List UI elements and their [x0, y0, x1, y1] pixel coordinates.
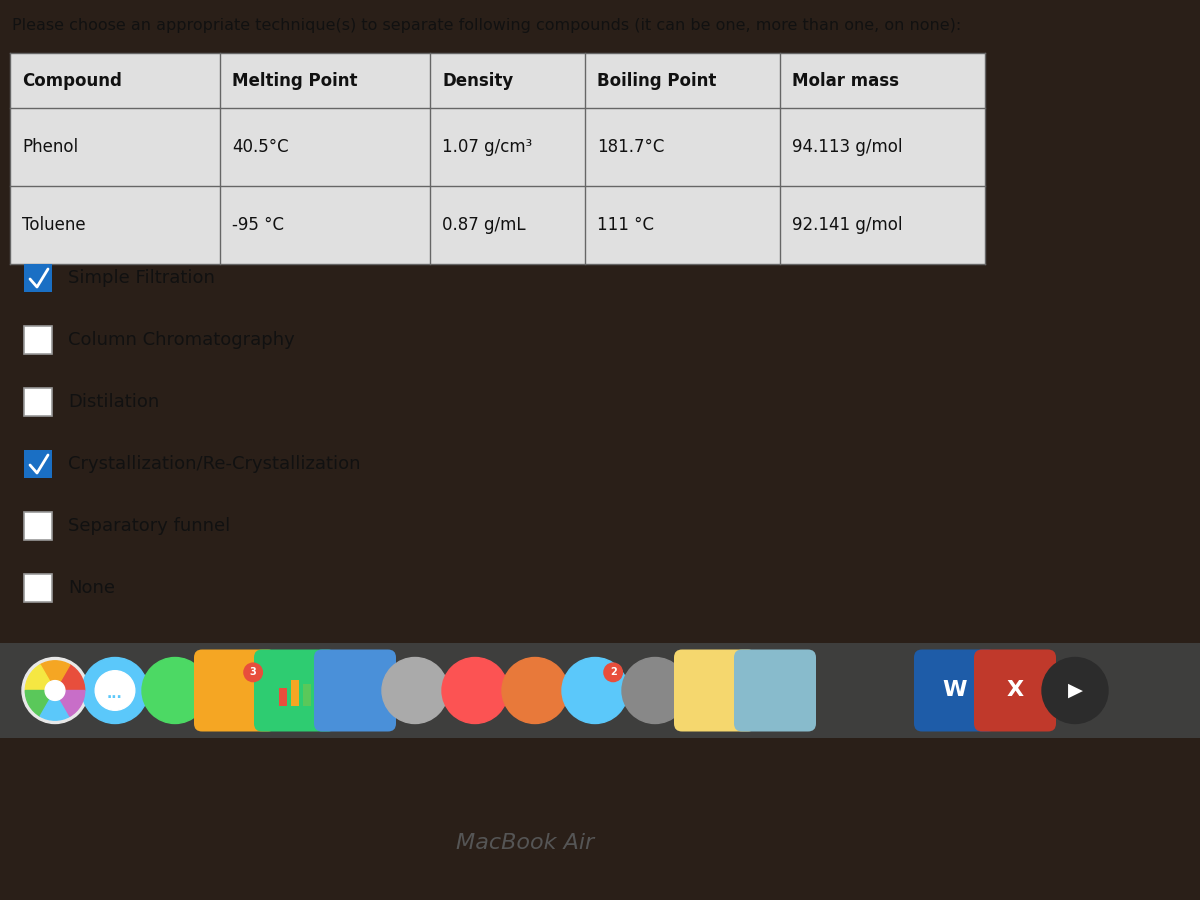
FancyBboxPatch shape: [194, 650, 276, 732]
FancyBboxPatch shape: [974, 650, 1056, 732]
Text: 3: 3: [250, 668, 257, 678]
Wedge shape: [25, 665, 55, 690]
Text: 94.113 g/mol: 94.113 g/mol: [792, 138, 902, 156]
Text: ...: ...: [107, 688, 122, 701]
FancyBboxPatch shape: [24, 388, 52, 416]
FancyBboxPatch shape: [314, 650, 396, 732]
Wedge shape: [40, 690, 70, 720]
Circle shape: [244, 663, 263, 681]
Bar: [0, 643, 1200, 738]
Circle shape: [46, 680, 65, 700]
FancyBboxPatch shape: [24, 574, 52, 602]
Circle shape: [1042, 658, 1108, 724]
FancyBboxPatch shape: [734, 650, 816, 732]
FancyBboxPatch shape: [24, 326, 52, 354]
FancyBboxPatch shape: [24, 450, 52, 478]
Text: W: W: [943, 680, 967, 700]
Circle shape: [95, 670, 134, 710]
Wedge shape: [40, 661, 70, 690]
Circle shape: [82, 658, 148, 724]
Text: Please choose an appropriate technique(s) to separate following compounds (it ca: Please choose an appropriate technique(s…: [12, 18, 961, 33]
Text: Column Chromatography: Column Chromatography: [68, 331, 295, 349]
Circle shape: [22, 658, 88, 724]
Text: Phenol: Phenol: [22, 138, 78, 156]
Text: Distilation: Distilation: [68, 393, 160, 411]
Text: 111 °C: 111 °C: [598, 216, 654, 234]
Text: Boiling Point: Boiling Point: [598, 71, 716, 89]
Text: Melting Point: Melting Point: [232, 71, 358, 89]
Circle shape: [502, 658, 568, 724]
Wedge shape: [55, 665, 85, 690]
Circle shape: [562, 658, 628, 724]
Bar: [302, 683, 311, 706]
Text: Toluene: Toluene: [22, 216, 85, 234]
Bar: [292, 680, 299, 706]
FancyBboxPatch shape: [254, 650, 336, 732]
Text: 40.5°C: 40.5°C: [232, 138, 289, 156]
Text: Crystallization/Re-Crystallization: Crystallization/Re-Crystallization: [68, 455, 360, 473]
Text: 0.87 g/mL: 0.87 g/mL: [442, 216, 526, 234]
FancyBboxPatch shape: [914, 650, 996, 732]
Text: X: X: [1007, 680, 1024, 700]
Circle shape: [382, 658, 448, 724]
Text: Simple Filtration: Simple Filtration: [68, 269, 215, 287]
Wedge shape: [55, 690, 85, 716]
Text: -95 °C: -95 °C: [232, 216, 284, 234]
Text: 181.7°C: 181.7°C: [598, 138, 665, 156]
Text: ▶: ▶: [1068, 681, 1082, 700]
Text: Compound: Compound: [22, 71, 122, 89]
Text: Molar mass: Molar mass: [792, 71, 899, 89]
Circle shape: [142, 658, 208, 724]
Bar: [278, 688, 287, 706]
Text: MacBook Air: MacBook Air: [456, 833, 594, 853]
Text: None: None: [68, 579, 115, 597]
Circle shape: [622, 658, 688, 724]
FancyBboxPatch shape: [674, 650, 756, 732]
Text: 2: 2: [610, 668, 617, 678]
Text: 1.07 g/cm³: 1.07 g/cm³: [442, 138, 533, 156]
Bar: [10, 53, 985, 264]
FancyBboxPatch shape: [24, 512, 52, 540]
Text: 92.141 g/mol: 92.141 g/mol: [792, 216, 902, 234]
Circle shape: [442, 658, 508, 724]
Circle shape: [604, 663, 623, 681]
Text: Density: Density: [442, 71, 514, 89]
Wedge shape: [25, 690, 55, 716]
FancyBboxPatch shape: [24, 264, 52, 292]
Text: Separatory funnel: Separatory funnel: [68, 517, 230, 535]
